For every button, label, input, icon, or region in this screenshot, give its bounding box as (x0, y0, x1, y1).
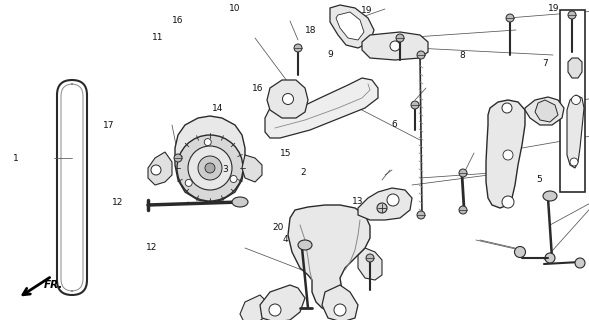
Ellipse shape (411, 101, 419, 109)
Text: 10: 10 (229, 4, 240, 13)
Text: 8: 8 (459, 52, 465, 60)
Ellipse shape (396, 34, 404, 42)
Polygon shape (148, 152, 172, 185)
FancyBboxPatch shape (61, 84, 83, 291)
Ellipse shape (502, 103, 512, 113)
Polygon shape (358, 248, 382, 280)
Polygon shape (568, 58, 582, 78)
Polygon shape (240, 295, 270, 320)
Text: 16: 16 (252, 84, 264, 93)
Text: 12: 12 (146, 243, 157, 252)
Ellipse shape (387, 194, 399, 206)
Ellipse shape (545, 253, 555, 263)
Text: 7: 7 (542, 60, 548, 68)
Ellipse shape (543, 191, 557, 201)
Ellipse shape (269, 304, 281, 316)
Polygon shape (330, 5, 374, 48)
Text: 17: 17 (102, 121, 114, 130)
Polygon shape (567, 95, 584, 168)
Ellipse shape (502, 196, 514, 208)
Polygon shape (535, 100, 558, 122)
Ellipse shape (204, 139, 211, 146)
Text: 19: 19 (548, 4, 560, 13)
Ellipse shape (298, 240, 312, 250)
Ellipse shape (390, 41, 400, 51)
Ellipse shape (205, 163, 215, 173)
Ellipse shape (571, 95, 581, 105)
Ellipse shape (575, 258, 585, 268)
Text: 18: 18 (305, 26, 317, 35)
Polygon shape (486, 100, 525, 208)
Text: 13: 13 (352, 197, 364, 206)
Ellipse shape (174, 154, 182, 162)
Polygon shape (358, 188, 412, 220)
Ellipse shape (568, 11, 576, 19)
Polygon shape (288, 205, 370, 310)
Polygon shape (322, 285, 358, 320)
Ellipse shape (377, 203, 387, 213)
Text: 14: 14 (212, 104, 223, 113)
Ellipse shape (177, 135, 243, 201)
Polygon shape (175, 116, 245, 202)
Text: 12: 12 (112, 198, 123, 207)
Ellipse shape (459, 169, 467, 177)
Text: 20: 20 (272, 223, 283, 232)
Text: 4: 4 (283, 235, 289, 244)
Polygon shape (265, 78, 378, 138)
Text: 15: 15 (280, 149, 292, 158)
Polygon shape (525, 97, 564, 125)
Ellipse shape (198, 156, 222, 180)
Ellipse shape (334, 304, 346, 316)
Polygon shape (242, 155, 262, 182)
Text: 19: 19 (360, 6, 372, 15)
Ellipse shape (151, 165, 161, 175)
Text: 5: 5 (536, 175, 542, 184)
Ellipse shape (185, 180, 192, 187)
Ellipse shape (459, 206, 467, 214)
Ellipse shape (230, 175, 237, 182)
Ellipse shape (417, 51, 425, 59)
Ellipse shape (188, 146, 232, 190)
Text: 2: 2 (300, 168, 306, 177)
Ellipse shape (506, 14, 514, 22)
FancyBboxPatch shape (57, 80, 87, 295)
Text: FR.: FR. (44, 280, 64, 290)
Ellipse shape (232, 197, 248, 207)
Text: 1: 1 (13, 154, 19, 163)
Ellipse shape (570, 158, 578, 166)
Ellipse shape (503, 150, 513, 160)
Text: 6: 6 (392, 120, 398, 129)
Polygon shape (260, 285, 305, 320)
Ellipse shape (283, 93, 293, 105)
Polygon shape (267, 80, 308, 118)
Ellipse shape (366, 254, 374, 262)
Text: 11: 11 (152, 33, 164, 42)
Ellipse shape (294, 44, 302, 52)
Text: 16: 16 (172, 16, 184, 25)
Polygon shape (336, 12, 364, 40)
Text: 3: 3 (223, 165, 229, 174)
Ellipse shape (515, 246, 525, 258)
Text: 9: 9 (327, 50, 333, 59)
Ellipse shape (417, 211, 425, 219)
Polygon shape (362, 32, 428, 60)
Bar (560, 10, 585, 192)
